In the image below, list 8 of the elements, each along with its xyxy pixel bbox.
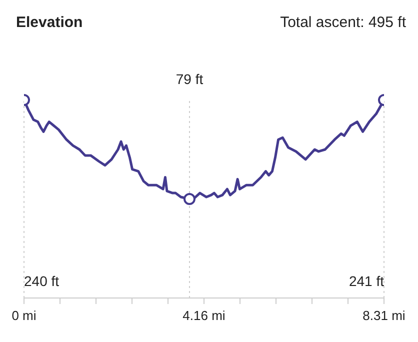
text: Total ascent: 495 ft	[280, 14, 406, 31]
chart-title: Elevation	[16, 14, 83, 31]
x-tick-label: 4.16 mi	[182, 308, 226, 323]
x-tick-label: 0 mi	[12, 308, 36, 323]
ref-line-label: 241 ft	[348, 273, 384, 289]
ref-line-label: 240 ft	[24, 273, 60, 289]
x-tick-label: 8.31 mi	[362, 308, 406, 323]
ref-line-label: 79 ft	[176, 71, 204, 87]
